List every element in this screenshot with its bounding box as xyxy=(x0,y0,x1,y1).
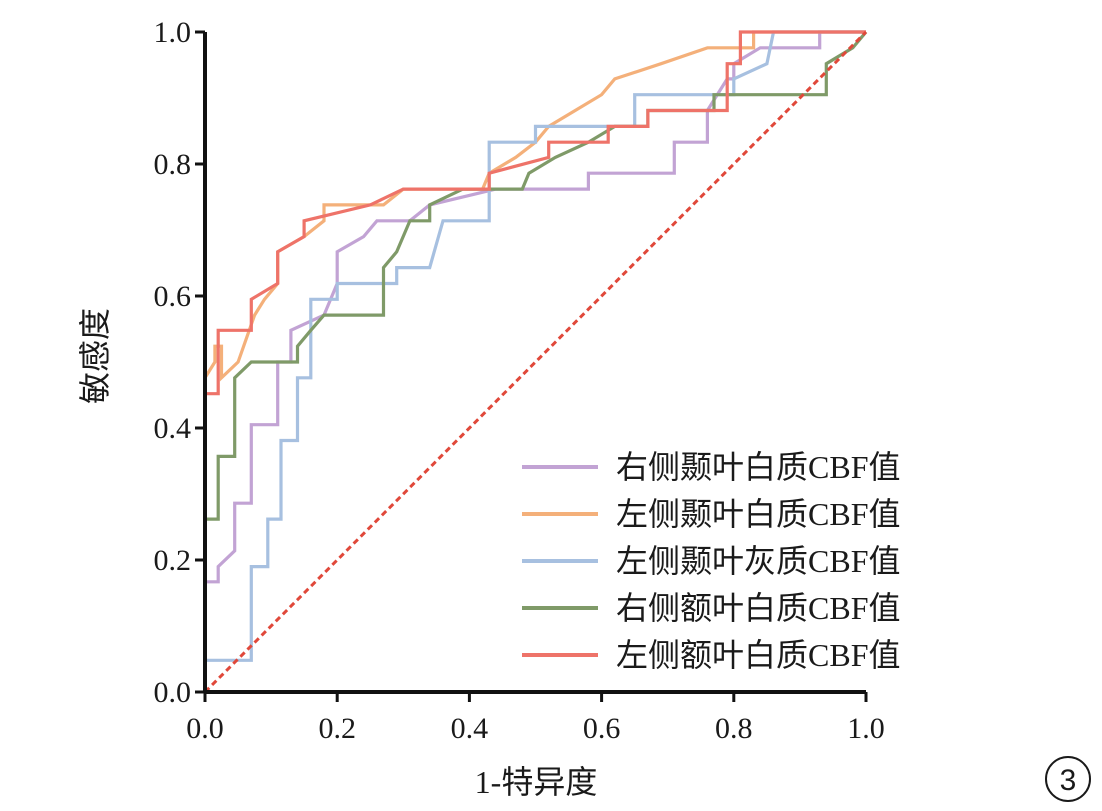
figure-badge-number: 3 xyxy=(1060,764,1077,797)
x-tick-label: 0.6 xyxy=(583,712,621,745)
legend-label-1: 左侧颞叶白质CBF值 xyxy=(616,496,901,532)
series-line-1 xyxy=(203,30,866,692)
series-layer xyxy=(203,30,868,692)
series-line-2 xyxy=(203,30,866,692)
y-axis-title: 敏感度 xyxy=(77,308,113,404)
x-tick-label: 0.0 xyxy=(186,712,224,745)
x-axis-title: 1-特异度 xyxy=(475,764,598,800)
x-tick-label: 0.4 xyxy=(451,712,489,745)
y-tick-label: 0.2 xyxy=(154,544,192,577)
y-tick-label: 0.8 xyxy=(154,148,192,181)
x-tick-label: 0.8 xyxy=(715,712,753,745)
y-tick-label: 1.0 xyxy=(154,16,192,49)
y-tick-label: 0.4 xyxy=(154,412,192,445)
figure-badge-circle xyxy=(1045,756,1091,802)
legend: 右侧颞叶白质CBF值左侧颞叶白质CBF值左侧颞叶灰质CBF值右侧额叶白质CBF值… xyxy=(522,449,901,673)
legend-label-2: 左侧颞叶灰质CBF值 xyxy=(616,543,901,579)
series-line-0 xyxy=(203,30,866,692)
y-tick-label: 0.0 xyxy=(154,676,192,709)
legend-label-3: 右侧额叶白质CBF值 xyxy=(616,590,901,626)
legend-label-4: 左侧额叶白质CBF值 xyxy=(616,637,901,673)
series-line-4 xyxy=(203,30,866,692)
diagonal-reference-line xyxy=(203,30,868,694)
y-tick-label: 0.6 xyxy=(154,280,192,313)
tick-layer: 0.0 0.2 0.4 0.6 0.8 1.0 0.0 0.2 0.4 0.6 0.8 1.0 xyxy=(154,16,885,745)
x-tick-label: 1.0 xyxy=(847,712,885,745)
x-tick-label: 0.2 xyxy=(318,712,356,745)
legend-label-0: 右侧颞叶白质CBF值 xyxy=(616,449,901,485)
